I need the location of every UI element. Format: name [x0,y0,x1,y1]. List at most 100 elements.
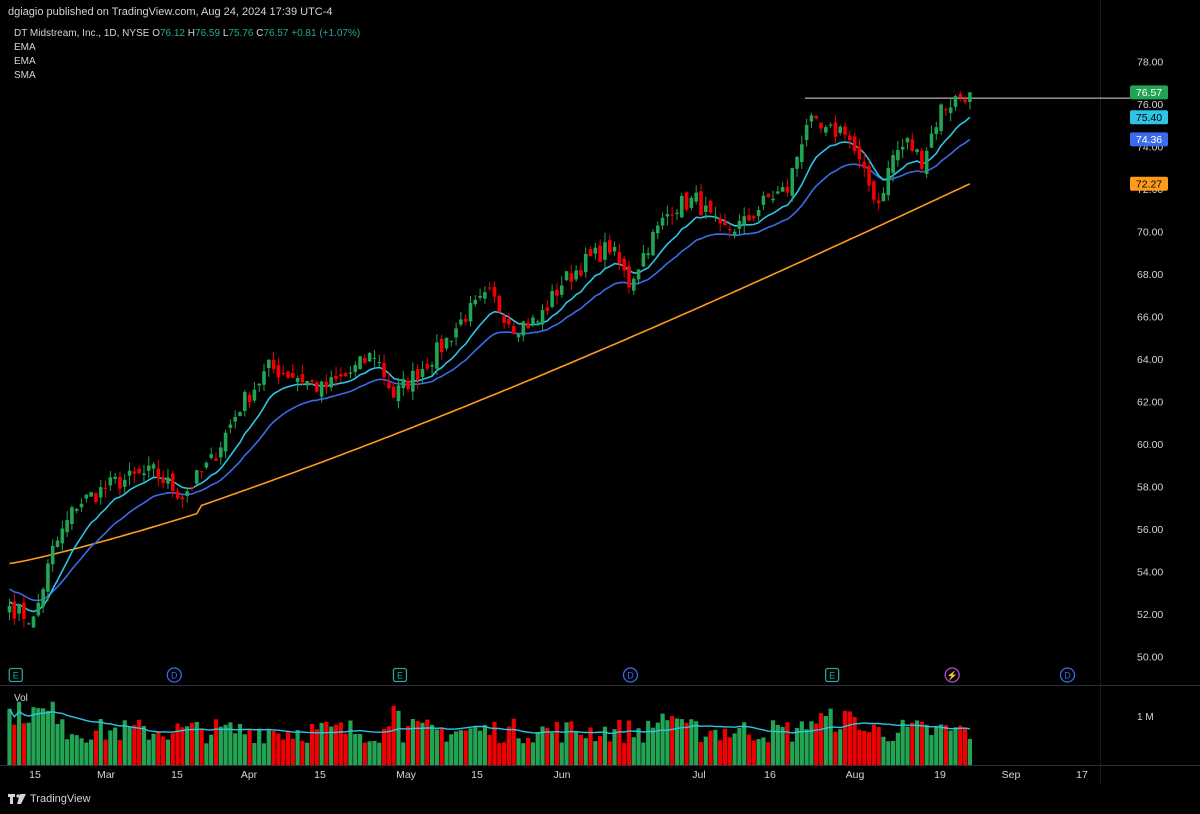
volume-bar [886,741,891,765]
open-value: 76.12 [159,28,185,39]
publisher-header: dgiagio published on TradingView.com, Au… [8,6,333,18]
candle-body [526,322,530,329]
volume-bar [7,708,12,765]
volume-bar [660,713,665,765]
volume-ma-line [8,708,971,735]
candle-body [929,133,934,148]
candle-body [862,162,867,169]
candle-body [435,342,439,369]
volume-bar [204,743,209,765]
volume-bar [727,737,732,765]
volume-bar [439,727,444,765]
volume-bar [612,729,617,765]
time-axis[interactable]: 15 Mar 15 Apr 15 May 15 Jun Jul 16 Aug 19 Sep 17 [29,769,1088,781]
earnings-marker-icon [392,667,408,683]
candle-body [958,94,963,98]
time-tick-label: 16 [764,769,776,781]
price-tick-label: 52.00 [1137,609,1163,621]
volume-bar [353,733,358,765]
open-label: O [152,28,160,39]
volume-bar [674,718,680,765]
time-tick-label: 15 [471,769,483,781]
candle-body [339,374,343,377]
volume-bar [511,718,516,765]
volume-bar [852,716,857,765]
volume-bar [79,738,84,765]
volume-bar [818,713,824,765]
candle-body [204,462,209,468]
volume-bar [914,720,920,765]
volume-bar [127,726,132,765]
time-tick-label: May [396,769,417,781]
candle-body [636,269,641,280]
candle-body [118,476,122,489]
volume-bar [766,742,771,765]
volume-bar [770,720,776,765]
indicator-ema-fast[interactable]: EMA [14,42,36,53]
dividend-marker-icon [166,667,182,683]
change-value: +0.81 (+1.07%) [291,28,361,39]
volume-bar [453,731,459,765]
volume-bar [842,710,848,765]
price-axis[interactable]: 50.00 52.00 54.00 56.00 58.00 60.00 62.00 64.00… [1137,57,1163,664]
candle-body [655,225,660,234]
volume-bar [607,741,612,765]
candle-body [670,214,674,216]
candle-body [915,149,919,152]
candle-body [483,292,487,299]
volume-bar [492,721,497,765]
volume-bar [449,734,454,765]
volume-bar [175,723,180,765]
volume-bar [362,742,367,765]
volume-bar [646,720,651,765]
volume-bar [12,724,17,765]
candle-body [286,371,290,378]
candle-body [631,278,636,291]
volume-bar [237,724,243,765]
volume-bar [333,724,339,765]
indicator-sma[interactable]: SMA [14,70,36,81]
candle-body [329,377,334,388]
event-markers: E D E D E ⚡ D [8,667,1076,683]
candle-body [247,394,252,403]
candle-body [886,167,891,196]
candle-body [175,491,180,499]
candle-body [545,307,550,311]
indicator-ema-slow[interactable]: EMA [14,56,36,67]
volume-bar [953,727,958,765]
price-tags: 76.57 75.40 74.36 72.27 [1130,85,1168,191]
volume-bar [247,729,252,765]
volume-bar [722,728,728,765]
candle-body [713,216,718,218]
volume-label[interactable]: Vol [14,693,28,704]
event-marker-letter: E [397,671,403,681]
candle-body [262,371,266,385]
volume-bar [132,725,137,765]
symbol-label[interactable]: DT Midstream, Inc., 1D, NYSE [14,28,150,39]
volume-bar [780,726,785,765]
earnings-marker-icon [8,667,23,683]
candle-body [89,492,93,497]
candle-body [444,337,449,349]
volume-bar [809,721,814,765]
candle-body [214,458,218,461]
volume-bar [516,738,521,765]
volume-bar [69,734,75,765]
volume-bar [482,725,487,765]
candle-body [98,487,103,498]
volume-bar [458,730,463,765]
candle-body [377,362,382,364]
earnings-marker-icon [824,667,840,683]
time-tick-label: 15 [29,769,41,781]
candle-body [857,146,862,160]
sma-path [9,183,971,565]
candle-body [7,606,12,613]
candle-body [603,242,607,260]
candle-body [209,454,213,459]
candle-body [26,623,31,625]
candle-body [324,381,329,388]
volume-bar [357,733,363,765]
candle-body [905,137,910,143]
volume-bar [756,739,761,765]
